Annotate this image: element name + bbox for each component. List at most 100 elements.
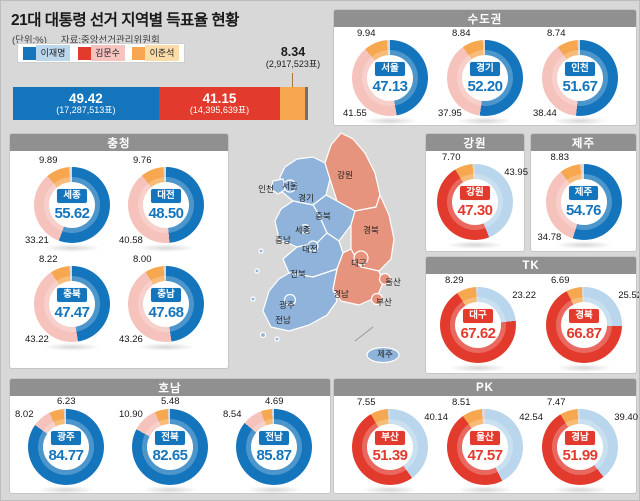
panel-capital: 수도권 서울 47.13 9.94 41.55 경기 52.20 8.84 37.95 인천 51… [333,9,637,126]
donut-hole: 세종 55.62 [49,182,95,228]
junseok-pct-label: 8.22 [39,254,58,265]
winner-pct-value: 84.77 [48,447,84,464]
map-region-label: 전북 [290,269,306,279]
runnerup-pct-label: 8.02 [15,409,34,420]
panel-body: 광주 84.77 6.23 8.02 전북 82.65 5.48 10.90 전남 85.87 4.… [10,396,330,495]
panel-body: 강원 47.30 7.70 43.95 [426,151,528,250]
donut-hole: 충남 47.68 [143,281,189,327]
legend-item: 이재명 [23,45,70,61]
donut-chart: 경기 52.20 [447,40,523,116]
map-region-label: 부산 [376,297,392,307]
region-donut-cell: 전북 82.65 5.48 10.90 [119,396,216,495]
region-name-badge: 제주 [567,185,600,201]
donut-chart: 광주 84.77 [28,409,104,485]
legend-item: 김문수 [77,45,125,61]
region-donut-cell: 제주 54.76 8.83 34.78 [535,151,633,250]
winner-pct-value: 66.87 [566,325,602,342]
junseok-pct-label: 6.23 [57,396,76,407]
region-donut-cell: 인천 51.67 8.74 38.44 [533,27,626,126]
junseok-pct-label: 8.29 [445,275,464,286]
candidate-legend: 이재명 김문수 이준석 [17,43,185,63]
map-region-label: 세종 [295,225,311,235]
region-name-badge: 부산 [374,430,406,446]
junseok-pct-label: 5.48 [161,396,180,407]
region-name-badge: 서울 [374,61,406,77]
bar-segment [304,87,308,120]
region-donut-cell: 광주 84.77 6.23 8.02 [15,396,112,495]
map-region-label: 광주 [279,300,295,310]
junseok-pct-label: 8.51 [452,397,471,408]
bar-segment-pct: 49.42 [68,91,103,106]
region-donut-cell: 강원 47.30 7.70 43.95 [426,151,528,250]
panel-title: 수도권 [334,10,636,27]
map-region-label: 경기 [298,193,314,203]
runnerup-pct-label: 10.90 [119,409,143,420]
national-result-bar: 49.42 (17,287,513표) 41.15 (14,395,639표) [13,87,308,120]
bar-segment: 49.42 (17,287,513표) [13,87,159,120]
map-region-label: 강원 [337,170,353,180]
runnerup-pct-label: 41.55 [343,108,367,119]
junseok-pct: 8.34 [280,45,306,59]
source-note: 자료:중앙선거관리위원회 [60,35,160,46]
region-donut-cell: 경남 51.99 7.47 39.40 [534,396,638,495]
legend-item: 이준석 [132,45,179,61]
donut-chart: 부산 51.39 [352,409,428,485]
map-region-label: 인천 [258,184,274,194]
winner-pct-value: 51.67 [562,78,598,95]
panel-body: 대구 67.62 8.29 23.22 경북 66.87 6.69 25.52 [426,274,639,373]
map-region-label: 서울 [282,181,298,191]
runnerup-pct-label: 43.26 [119,334,143,345]
winner-pct-value: 52.20 [467,78,503,95]
legend-candidate-label: 김문수 [90,45,125,61]
map-island [274,336,280,342]
runnerup-pct-label: 40.58 [119,235,143,246]
junseok-pct-label: 8.00 [133,254,152,265]
map-island [259,331,267,339]
donut-shadow [554,241,613,249]
donut-chart: 울산 47.57 [447,409,523,485]
donut-hole: 대전 48.50 [143,182,189,228]
map-region-incheon [270,178,287,195]
region-name-badge: 전북 [154,430,186,446]
runnerup-pct-label: 33.21 [25,235,49,246]
donut-hole: 전남 85.87 [251,424,297,470]
region-donut-cell: 대전 48.50 9.76 40.58 [119,154,212,253]
panel-tk: TK 대구 67.62 8.29 23.22 경북 66.87 6.69 25.52 [425,256,639,374]
donut-hole: 대구 67.62 [455,302,501,348]
region-name-badge: 전남 [258,430,290,446]
winner-pct-value: 67.62 [460,325,496,342]
legend-color-chip [132,46,145,60]
donut-shadow [361,117,419,125]
panel-title: 제주 [531,134,636,151]
map-region-gwangju [283,293,297,307]
page-title: 21대 대통령 선거 지역별 득표율 현황 [11,12,239,29]
junseok-pct-label: 9.89 [39,155,58,166]
donut-shadow [43,244,101,252]
map-region-gangwon [324,132,381,212]
junseok-pct-label: 7.70 [442,152,461,163]
panel-body: 세종 55.62 9.89 33.21 대전 48.50 9.76 40.58 충북 47.47 8… [10,151,228,352]
panel-chungcheong: 충청 세종 55.62 9.89 33.21 대전 48.50 9.76 40.58 충북 47.… [9,133,229,369]
donut-shadow [245,486,303,494]
donut-hole: 경기 52.20 [462,55,508,101]
donut-chart: 서울 47.13 [352,40,428,116]
map-island [254,268,260,274]
bar-segment: 41.15 (14,395,639표) [158,87,281,120]
region-name-badge: 강원 [459,185,491,201]
region-donut-cell: 충북 47.47 8.22 43.22 [25,253,118,352]
region-donut-cell: 대구 67.62 8.29 23.22 [432,274,536,373]
map-region-jeju [366,346,400,364]
winner-pct-value: 54.76 [565,202,602,219]
panel-gangwon: 강원 강원 47.30 7.70 43.95 [425,133,528,252]
donut-chart: 인천 51.67 [542,40,618,116]
map-island [250,296,256,302]
donut-shadow [43,343,101,351]
panel-title: 충청 [10,134,228,151]
runnerup-pct-label: 34.78 [537,232,562,243]
panel-title: 호남 [10,379,330,396]
junseok-callout: 8.34 (2,917,523표) [253,45,333,70]
panel-jeju: 제주 제주 54.76 8.83 34.78 [530,133,637,252]
map-region-sejong [299,223,311,235]
